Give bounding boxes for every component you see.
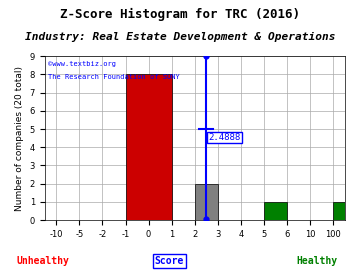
Bar [126,75,172,220]
Text: Score: Score [154,256,184,266]
Bar [333,202,356,220]
Text: Industry: Real Estate Development & Operations: Industry: Real Estate Development & Oper… [25,32,335,42]
Text: Unhealthy: Unhealthy [17,256,69,266]
Text: ©www.textbiz.org: ©www.textbiz.org [48,61,116,67]
Text: Healthy: Healthy [296,256,337,266]
Text: 2.4888: 2.4888 [208,133,241,142]
Y-axis label: Number of companies (20 total): Number of companies (20 total) [15,66,24,211]
Text: The Research Foundation of SUNY: The Research Foundation of SUNY [48,74,179,80]
Bar [195,184,218,220]
Text: Z-Score Histogram for TRC (2016): Z-Score Histogram for TRC (2016) [60,8,300,21]
Bar [264,202,287,220]
